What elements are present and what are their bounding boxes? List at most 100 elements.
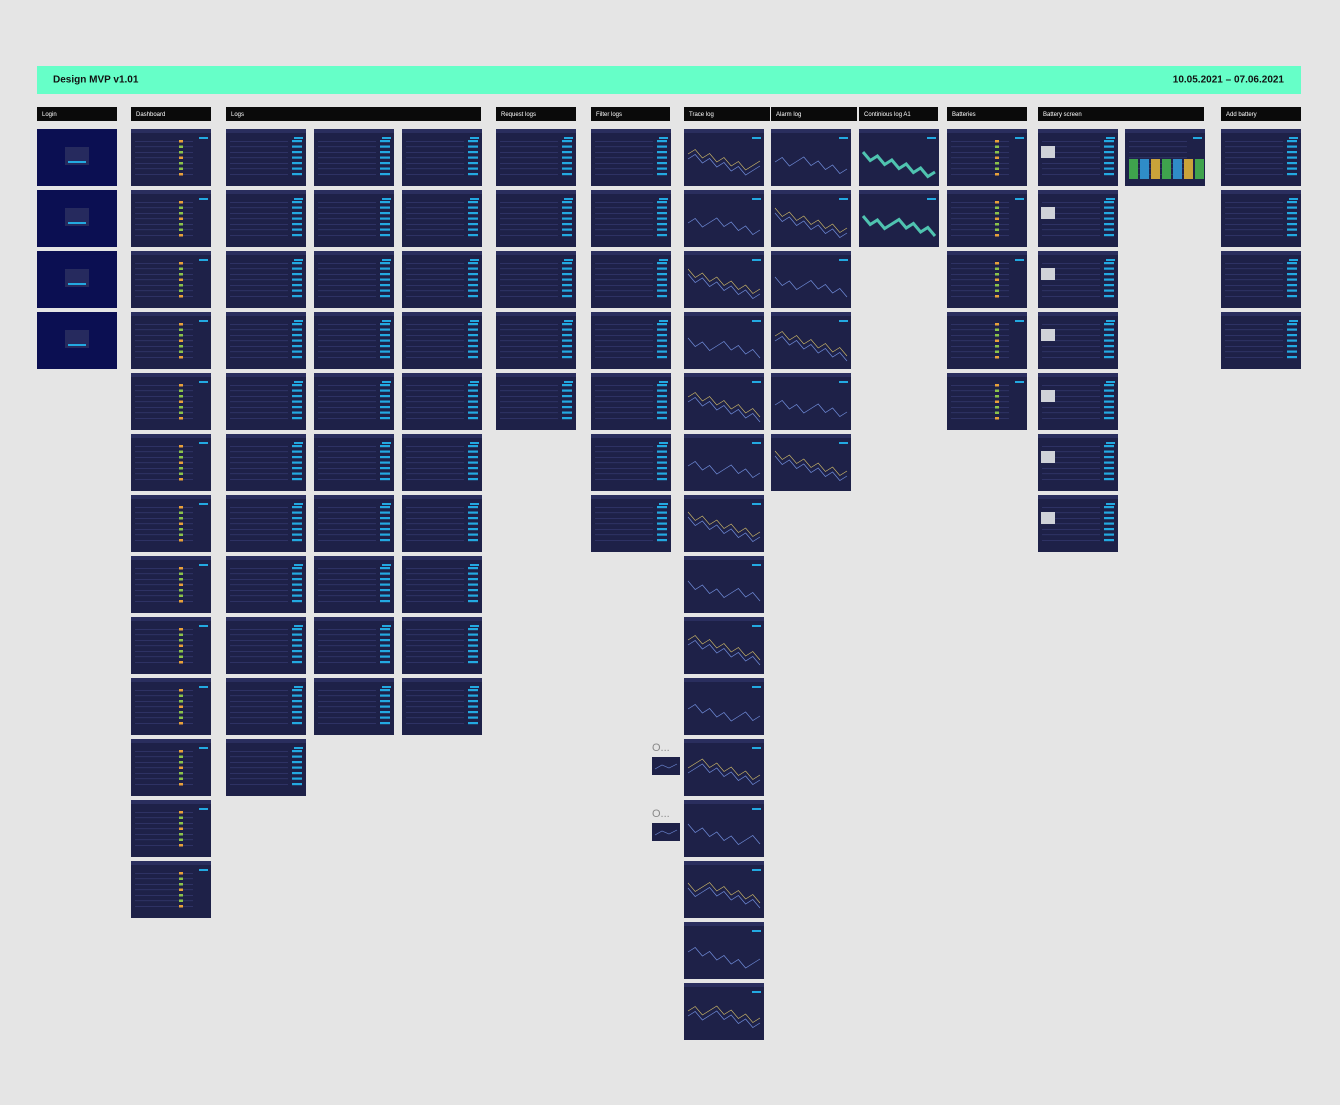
table-row <box>135 407 193 408</box>
top-bar <box>402 129 482 133</box>
row-button <box>468 145 478 148</box>
screen-frame <box>771 190 851 247</box>
row-button <box>562 262 572 265</box>
table-row <box>1042 296 1100 297</box>
section-label: Request logs <box>501 112 536 118</box>
status-cell <box>995 339 999 342</box>
table-row <box>230 390 288 392</box>
top-bar <box>1038 190 1118 194</box>
table-row <box>406 141 464 142</box>
table-row <box>230 346 288 347</box>
status-cell <box>179 217 183 220</box>
top-bar <box>226 190 306 194</box>
row-button <box>562 328 572 331</box>
table-row <box>595 207 653 209</box>
row-button <box>292 517 302 520</box>
table-row <box>318 584 376 586</box>
table-row <box>500 324 558 325</box>
row-button <box>380 583 390 586</box>
row-button <box>468 628 478 631</box>
row-button <box>380 689 390 692</box>
chart-line <box>774 450 848 476</box>
row-button <box>468 639 478 642</box>
status-cell <box>995 411 999 414</box>
top-bar <box>1038 251 1118 255</box>
status-cell <box>179 533 183 536</box>
row-button <box>380 273 390 276</box>
row-button <box>1104 522 1114 525</box>
table-row <box>406 540 464 541</box>
table-row <box>500 152 558 153</box>
table-row <box>406 457 464 458</box>
table-row <box>406 157 464 159</box>
row-button <box>657 267 667 270</box>
row-button <box>292 140 302 143</box>
row-button <box>292 295 302 298</box>
section-bar <box>684 107 770 121</box>
row-button <box>380 350 390 353</box>
row-button <box>1104 289 1114 292</box>
table-row <box>1042 279 1100 281</box>
table-row <box>500 163 558 164</box>
row-button <box>1104 350 1114 353</box>
table-row <box>951 385 1009 386</box>
table-row <box>1042 534 1100 536</box>
table-row <box>1225 218 1283 220</box>
row-button <box>468 289 478 292</box>
table-row <box>318 595 376 597</box>
row-button <box>657 234 667 237</box>
table-row <box>406 534 464 536</box>
row-button <box>657 217 667 220</box>
row-button <box>292 600 302 603</box>
status-cell <box>179 234 183 237</box>
row-button <box>292 783 302 786</box>
table-row <box>135 723 193 724</box>
row-button <box>562 406 572 409</box>
top-bar <box>684 617 764 621</box>
table-row <box>595 451 653 453</box>
table-row <box>230 645 288 647</box>
action-button <box>382 381 391 383</box>
top-bar <box>314 312 394 316</box>
table-row <box>951 412 1009 414</box>
row-button <box>1104 201 1114 204</box>
row-button <box>1104 395 1114 398</box>
table-row <box>135 640 193 641</box>
row-button <box>380 567 390 570</box>
table-row <box>595 523 653 525</box>
row-button <box>1104 223 1114 226</box>
screen-frame <box>684 373 764 430</box>
action-button <box>1289 320 1298 322</box>
row-button <box>1287 151 1297 154</box>
table-row <box>951 174 1009 175</box>
top-bar <box>947 251 1027 255</box>
table-row <box>406 412 464 414</box>
table-row <box>230 579 288 580</box>
table-row <box>230 634 288 636</box>
table-row <box>318 207 376 209</box>
row-button <box>1104 511 1114 514</box>
top-bar <box>131 434 211 438</box>
table-row <box>230 568 288 569</box>
row-button <box>657 284 667 287</box>
table-row <box>1042 407 1100 408</box>
table-row <box>230 357 288 358</box>
status-cell <box>995 395 999 398</box>
status-cell <box>179 506 183 509</box>
table-row <box>500 340 558 342</box>
table-row <box>406 296 464 297</box>
status-cell <box>179 539 183 542</box>
top-bar <box>131 129 211 133</box>
table-row <box>135 174 193 175</box>
action-button <box>1289 198 1298 200</box>
status-cell <box>995 228 999 231</box>
row-button <box>657 384 667 387</box>
row-button <box>1104 284 1114 287</box>
row-button <box>380 162 390 165</box>
table-row <box>230 629 288 630</box>
row-button <box>380 323 390 326</box>
table-row <box>951 218 1009 220</box>
table-row <box>595 346 653 347</box>
table-row <box>318 141 376 142</box>
row-button <box>380 594 390 597</box>
